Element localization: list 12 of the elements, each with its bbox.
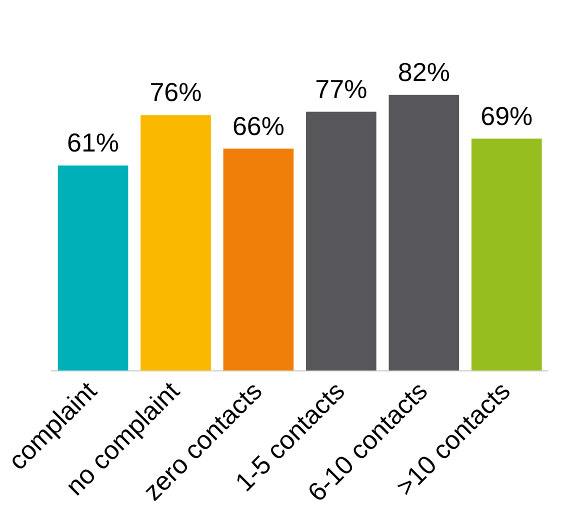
bar — [388, 94, 460, 371]
bar — [471, 138, 542, 371]
bar — [306, 112, 376, 371]
data-label: 66% — [232, 110, 284, 141]
data-label: 76% — [150, 77, 202, 108]
data-label: 69% — [480, 100, 533, 131]
data-label: 61% — [66, 128, 120, 158]
data-label: 82% — [398, 57, 450, 88]
data-label: 77% — [315, 74, 368, 104]
bar — [58, 165, 128, 371]
bar — [140, 115, 211, 371]
bar — [223, 148, 294, 371]
